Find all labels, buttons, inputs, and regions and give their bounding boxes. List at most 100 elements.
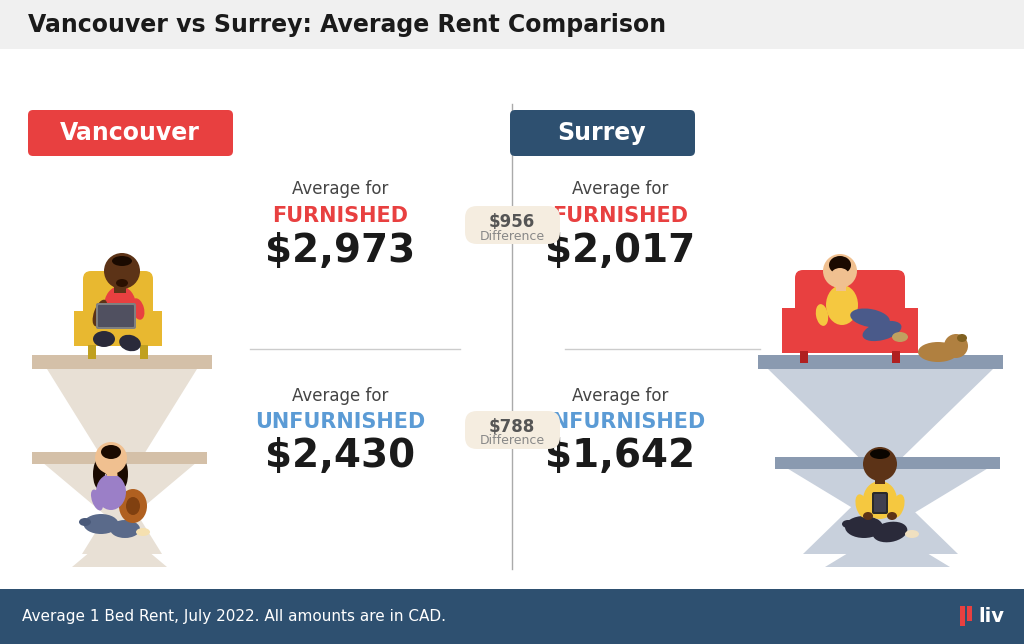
Text: $788: $788 bbox=[488, 418, 536, 436]
Ellipse shape bbox=[116, 279, 128, 287]
FancyBboxPatch shape bbox=[465, 206, 560, 244]
Ellipse shape bbox=[118, 460, 128, 488]
Ellipse shape bbox=[831, 268, 849, 282]
Polygon shape bbox=[768, 369, 993, 554]
Ellipse shape bbox=[892, 332, 908, 342]
Text: UNFURNISHED: UNFURNISHED bbox=[255, 412, 425, 432]
Text: FURNISHED: FURNISHED bbox=[272, 206, 408, 226]
FancyBboxPatch shape bbox=[83, 271, 153, 341]
Text: Average for: Average for bbox=[571, 180, 669, 198]
Ellipse shape bbox=[131, 298, 144, 319]
Ellipse shape bbox=[100, 448, 122, 476]
Bar bbox=[782, 308, 796, 353]
Bar bbox=[74, 311, 86, 346]
Circle shape bbox=[95, 442, 127, 474]
Ellipse shape bbox=[79, 518, 91, 526]
Bar bbox=[904, 308, 918, 353]
Text: Vancouver vs Surrey: Average Rent Comparison: Vancouver vs Surrey: Average Rent Compar… bbox=[28, 13, 667, 37]
Ellipse shape bbox=[905, 530, 919, 538]
Ellipse shape bbox=[91, 489, 103, 511]
Ellipse shape bbox=[862, 321, 901, 341]
Ellipse shape bbox=[870, 449, 890, 459]
Ellipse shape bbox=[816, 304, 828, 326]
Polygon shape bbox=[47, 369, 197, 554]
Bar bbox=[961, 606, 965, 626]
Bar bbox=[32, 452, 207, 464]
Ellipse shape bbox=[96, 474, 126, 510]
Bar bbox=[836, 279, 846, 291]
FancyBboxPatch shape bbox=[96, 303, 136, 329]
Bar bbox=[106, 466, 117, 476]
Text: FURNISHED: FURNISHED bbox=[552, 206, 688, 226]
Bar bbox=[0, 49, 1024, 589]
Text: Average for: Average for bbox=[571, 387, 669, 405]
Ellipse shape bbox=[93, 459, 105, 489]
Bar bbox=[0, 0, 1024, 49]
Text: Surrey: Surrey bbox=[558, 121, 646, 145]
Ellipse shape bbox=[829, 256, 851, 274]
Ellipse shape bbox=[850, 308, 890, 328]
Circle shape bbox=[823, 254, 857, 288]
Bar bbox=[32, 355, 212, 369]
FancyBboxPatch shape bbox=[874, 494, 886, 512]
FancyBboxPatch shape bbox=[465, 411, 560, 449]
FancyBboxPatch shape bbox=[28, 110, 233, 156]
Bar bbox=[114, 281, 126, 293]
Text: $2,430: $2,430 bbox=[265, 437, 415, 475]
Bar bbox=[892, 351, 900, 363]
Ellipse shape bbox=[887, 512, 897, 520]
Bar bbox=[117, 462, 123, 502]
FancyBboxPatch shape bbox=[510, 110, 695, 156]
Ellipse shape bbox=[872, 522, 907, 542]
Polygon shape bbox=[785, 467, 990, 567]
FancyBboxPatch shape bbox=[872, 492, 888, 514]
FancyBboxPatch shape bbox=[98, 305, 134, 327]
Bar bbox=[874, 474, 885, 484]
Bar bbox=[967, 606, 972, 621]
Ellipse shape bbox=[126, 497, 140, 515]
Ellipse shape bbox=[892, 495, 904, 518]
Ellipse shape bbox=[92, 299, 108, 327]
Text: Average for: Average for bbox=[292, 387, 388, 405]
Ellipse shape bbox=[93, 331, 115, 347]
Bar bbox=[800, 351, 808, 363]
Bar bbox=[88, 345, 96, 359]
Text: $956: $956 bbox=[488, 213, 536, 231]
Text: Vancouver: Vancouver bbox=[60, 121, 200, 145]
Circle shape bbox=[104, 253, 140, 289]
Bar bbox=[140, 345, 148, 359]
Ellipse shape bbox=[136, 528, 150, 536]
Ellipse shape bbox=[102, 452, 120, 476]
Text: UNFURNISHED: UNFURNISHED bbox=[535, 412, 706, 432]
Bar bbox=[150, 311, 162, 346]
Ellipse shape bbox=[845, 516, 883, 538]
FancyBboxPatch shape bbox=[795, 270, 905, 345]
Bar bbox=[0, 589, 1024, 644]
Polygon shape bbox=[42, 462, 197, 567]
Ellipse shape bbox=[112, 256, 132, 266]
Ellipse shape bbox=[115, 455, 125, 463]
Ellipse shape bbox=[826, 285, 858, 325]
Ellipse shape bbox=[863, 481, 897, 519]
Bar bbox=[80, 328, 156, 346]
Ellipse shape bbox=[855, 495, 868, 518]
Ellipse shape bbox=[119, 489, 147, 523]
Text: Difference: Difference bbox=[479, 435, 545, 448]
Text: $2,973: $2,973 bbox=[265, 232, 415, 270]
Circle shape bbox=[944, 334, 968, 358]
Text: $2,017: $2,017 bbox=[545, 232, 695, 270]
Ellipse shape bbox=[110, 520, 140, 538]
Ellipse shape bbox=[84, 514, 119, 534]
Ellipse shape bbox=[842, 520, 854, 528]
Text: Average 1 Bed Rent, July 2022. All amounts are in CAD.: Average 1 Bed Rent, July 2022. All amoun… bbox=[22, 609, 446, 625]
Text: Average for: Average for bbox=[292, 180, 388, 198]
Ellipse shape bbox=[957, 334, 967, 342]
Text: liv: liv bbox=[978, 607, 1004, 627]
Text: $1,642: $1,642 bbox=[545, 437, 695, 475]
Bar bbox=[775, 457, 1000, 469]
Ellipse shape bbox=[863, 512, 873, 520]
Bar bbox=[758, 355, 1002, 369]
Ellipse shape bbox=[918, 342, 958, 362]
Text: Difference: Difference bbox=[479, 229, 545, 243]
Ellipse shape bbox=[119, 335, 141, 351]
